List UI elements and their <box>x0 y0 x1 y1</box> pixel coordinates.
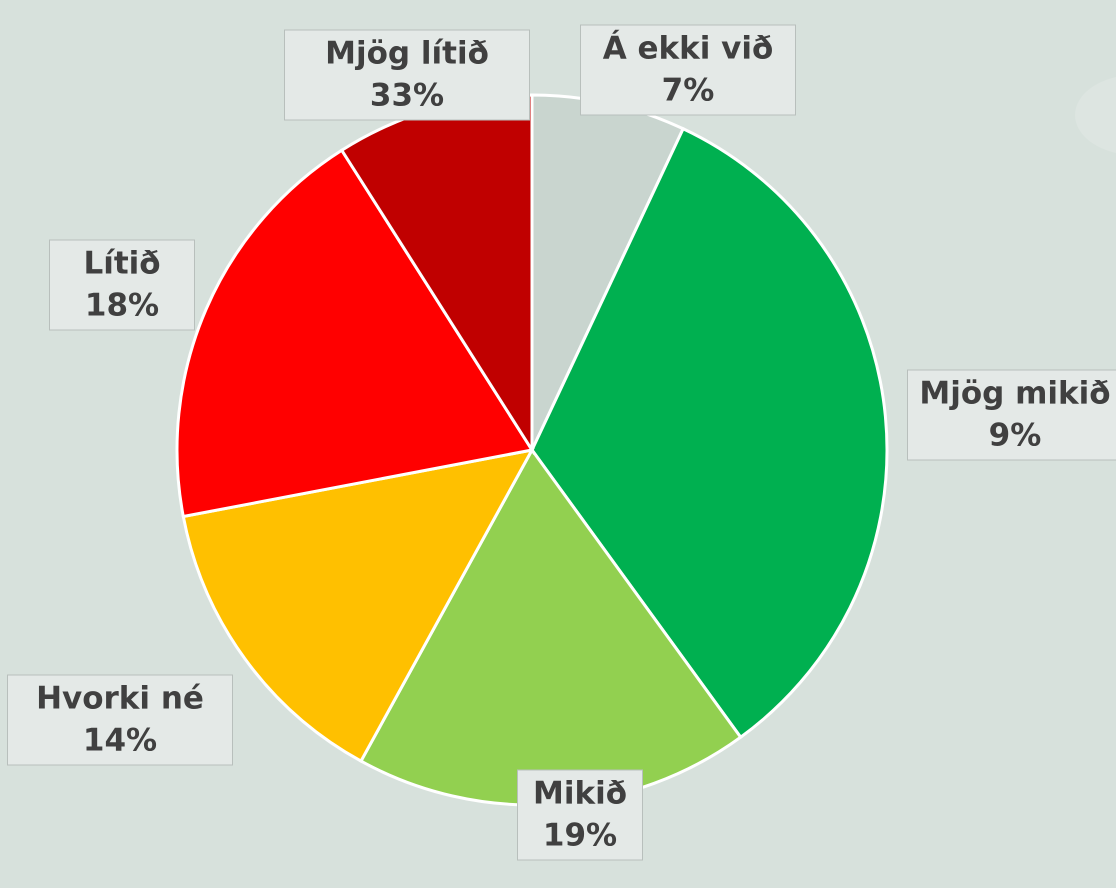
category-label: Mjög mikið <box>919 376 1110 412</box>
pie-slice <box>530 126 889 740</box>
category-label: Á ekki við <box>603 31 774 67</box>
category-label: Hvorki né <box>36 681 204 717</box>
value-label: 9% <box>989 418 1042 454</box>
label-box <box>580 24 796 116</box>
value-label: 14% <box>83 723 157 759</box>
pie-slice <box>175 148 535 519</box>
label-box <box>907 369 1116 461</box>
pie-slice <box>181 447 535 764</box>
value-label: 33% <box>370 78 444 114</box>
category-label: Lítið <box>83 246 160 282</box>
label-box <box>7 674 233 766</box>
category-label: Mikið <box>533 776 627 812</box>
label-box <box>517 769 643 861</box>
category-label: Mjög lítið <box>325 36 489 72</box>
value-label: 7% <box>662 73 715 109</box>
decoration <box>1075 77 1116 153</box>
value-label: 19% <box>543 818 617 854</box>
value-label: 18% <box>85 288 159 324</box>
label-box <box>49 239 195 331</box>
label-box <box>284 29 530 121</box>
